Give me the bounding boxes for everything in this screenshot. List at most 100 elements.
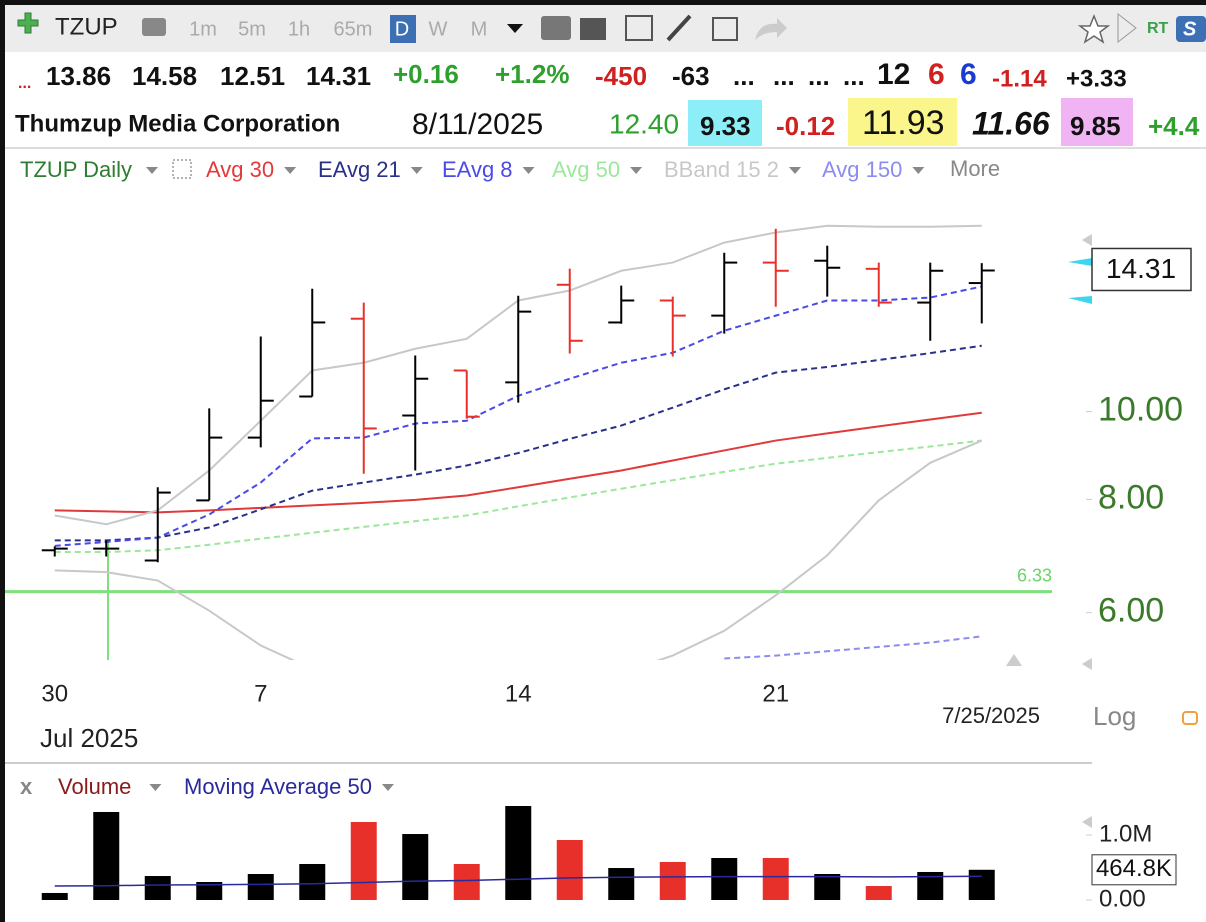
volume-bar <box>814 874 841 900</box>
quote: 9.85 <box>1070 111 1121 141</box>
dropdown[interactable] <box>149 784 162 791</box>
scale-toggle[interactable]: Log <box>1093 701 1136 731</box>
volume-bar <box>556 840 583 900</box>
company-name: Thumzup Media Corporation <box>15 110 340 137</box>
legend-label[interactable]: Avg 150 <box>822 157 902 182</box>
level-label: 6.33 <box>1017 565 1052 585</box>
x-tick-label: 30 <box>41 680 68 707</box>
quote: ... <box>808 61 830 91</box>
y-tick-label: 1.0M <box>1099 820 1152 847</box>
line <box>54 411 982 514</box>
grid-icon[interactable] <box>172 159 192 179</box>
volume-bar <box>350 822 377 900</box>
dropdown[interactable] <box>381 784 394 791</box>
plot <box>41 224 995 660</box>
dropdown[interactable] <box>507 24 523 33</box>
volume-bar <box>41 892 68 900</box>
dropdown[interactable] <box>788 167 801 174</box>
volume-bar <box>453 863 480 900</box>
legend-label[interactable]: BBand 15 2 <box>664 157 779 182</box>
quote: 12.40 <box>609 108 679 139</box>
star-icon[interactable] <box>1077 13 1111 44</box>
icon[interactable] <box>1182 711 1198 725</box>
volume-bar <box>659 861 686 900</box>
add-icon[interactable] <box>17 12 39 34</box>
price-marker <box>1068 296 1092 304</box>
icon[interactable] <box>666 14 692 42</box>
ma-line <box>54 875 982 887</box>
x-tick-label: 14 <box>505 680 532 707</box>
quote: ... <box>843 61 865 91</box>
s[interactable]: S <box>1183 18 1197 40</box>
quote: 12 <box>877 58 910 91</box>
quote: 9.33 <box>700 111 751 141</box>
quote: ... <box>733 61 755 91</box>
current-volume-box <box>1091 854 1177 886</box>
icon[interactable] <box>142 18 166 36</box>
current-price: 14.31 <box>1106 253 1176 284</box>
icon[interactable] <box>755 18 787 40</box>
icon[interactable] <box>1117 12 1137 44</box>
top-border <box>0 0 1206 5</box>
dropdown[interactable] <box>146 167 158 174</box>
quote: 14.31 <box>306 61 371 91</box>
quote: +1.2% <box>495 59 569 89</box>
current-price-box <box>1091 247 1192 292</box>
icon[interactable] <box>712 17 738 41</box>
scroll-arrow[interactable] <box>1082 234 1092 246</box>
volume-bar <box>93 811 120 900</box>
interval[interactable]: 1m <box>189 18 217 40</box>
legend-label[interactable]: Moving Average 50 <box>184 774 372 799</box>
scroll-arrow[interactable] <box>1082 658 1092 670</box>
x-tick-label: 21 <box>762 680 789 707</box>
scroll-arrow[interactable] <box>1006 654 1022 666</box>
volume-bar <box>402 834 429 900</box>
dropdown[interactable] <box>284 167 297 174</box>
legend-label[interactable]: TZUP Daily <box>20 157 132 182</box>
volume-bar <box>711 858 738 900</box>
line <box>724 635 982 660</box>
volume-bar <box>762 858 789 900</box>
interval[interactable]: W <box>429 18 448 40</box>
legend-label[interactable]: Avg 30 <box>206 157 274 182</box>
current-volume: 464.8K <box>1096 855 1172 882</box>
x-tick-label: 7 <box>254 680 267 707</box>
icon[interactable] <box>541 16 571 40</box>
band-lower <box>54 439 983 660</box>
icon[interactable] <box>625 15 653 41</box>
y-tick-label: 6.00 <box>1098 592 1164 630</box>
month-label: Jul 2025 <box>40 723 138 753</box>
volume-bar <box>196 881 223 900</box>
quote: 6 <box>960 58 977 91</box>
quote: -450 <box>595 61 647 91</box>
dropdown[interactable] <box>522 167 535 174</box>
interval[interactable]: M <box>471 18 488 40</box>
dropdown[interactable] <box>630 167 643 174</box>
more[interactable]: More <box>950 156 1000 181</box>
interval[interactable]: 65m <box>334 18 373 40</box>
quote-date: 8/11/2025 <box>412 108 543 141</box>
interval[interactable]: D <box>395 18 409 40</box>
scroll-arrow[interactable] <box>1082 816 1092 828</box>
s-badge[interactable] <box>1176 16 1206 42</box>
legend-label[interactable]: EAvg 21 <box>318 157 401 182</box>
legend-label[interactable]: EAvg 8 <box>442 157 513 182</box>
rt[interactable]: RT <box>1147 20 1169 37</box>
line <box>54 439 982 553</box>
dropdown[interactable] <box>912 167 925 174</box>
volume-bar <box>968 869 995 900</box>
dropdown[interactable] <box>410 167 423 174</box>
y-tick-label: 10.00 <box>1098 391 1183 429</box>
icon[interactable] <box>580 18 606 40</box>
interval[interactable]: 1h <box>288 18 310 40</box>
price-marker <box>1068 258 1092 266</box>
quote: -0.12 <box>776 111 835 141</box>
symbol[interactable]: TZUP <box>55 13 118 40</box>
active-interval <box>390 15 416 43</box>
legend-label[interactable]: Volume <box>58 774 131 799</box>
close-button[interactable]: x <box>20 774 33 799</box>
legend-label[interactable]: Avg 50 <box>552 157 620 182</box>
interval[interactable]: 5m <box>238 18 266 40</box>
